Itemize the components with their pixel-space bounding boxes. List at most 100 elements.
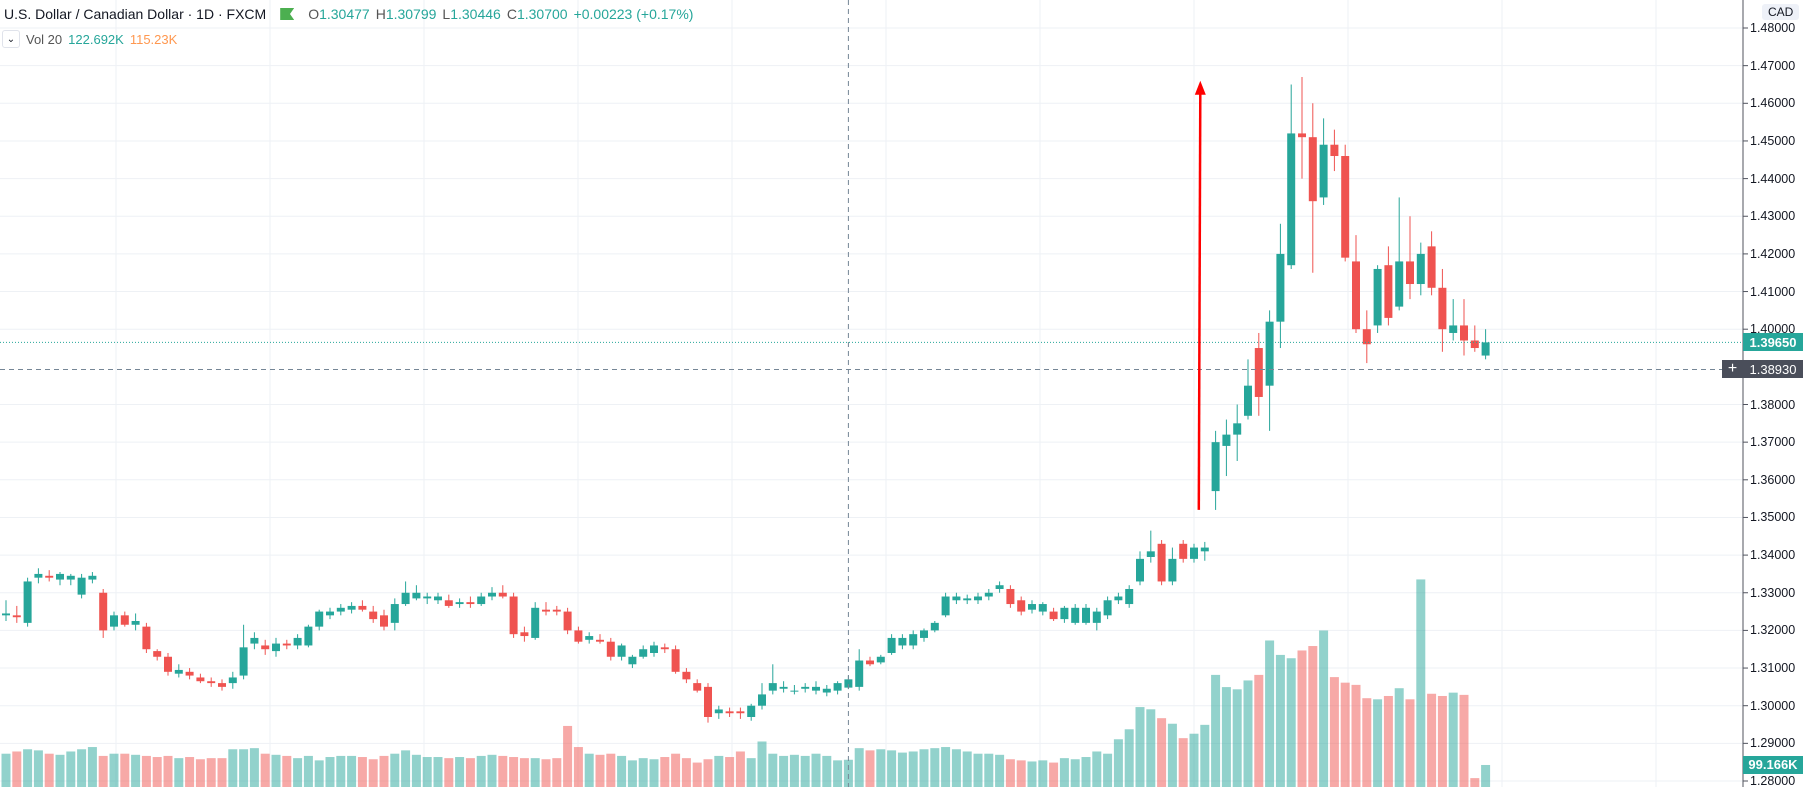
candle-body bbox=[693, 683, 702, 691]
candles bbox=[2, 76, 1490, 723]
volume-bar bbox=[714, 755, 724, 787]
volume-bar bbox=[1405, 699, 1415, 787]
volume-bar bbox=[368, 759, 378, 787]
candle-body bbox=[196, 677, 205, 682]
price-tick-label: 1.29000 bbox=[1750, 736, 1796, 751]
candle-body bbox=[1460, 325, 1468, 341]
volume-bar bbox=[1070, 759, 1080, 787]
candle-body bbox=[1200, 547, 1209, 552]
volume-bar bbox=[347, 755, 357, 787]
volume-value: 122.692K bbox=[68, 31, 124, 47]
volume-bar bbox=[325, 757, 335, 787]
candle-body bbox=[477, 596, 486, 605]
volume-label[interactable]: Vol 20 bbox=[26, 31, 63, 47]
candle-body bbox=[1395, 261, 1404, 307]
candle-body bbox=[866, 660, 874, 665]
price-axis-ticks bbox=[1743, 27, 1748, 782]
candle-body bbox=[326, 611, 334, 616]
arrow-shaft[interactable] bbox=[1197, 92, 1202, 510]
volume-bar bbox=[357, 757, 367, 787]
volume-bar bbox=[735, 751, 745, 787]
volume-bar bbox=[228, 749, 238, 787]
volume-bar bbox=[984, 753, 994, 787]
volume-bar bbox=[195, 759, 205, 787]
low-value: 1.30446 bbox=[450, 6, 501, 22]
candle-body bbox=[639, 649, 648, 657]
price-tick-label: 1.33000 bbox=[1750, 585, 1796, 600]
arrow-annotation[interactable] bbox=[1194, 80, 1206, 510]
price-tick-label: 1.48000 bbox=[1750, 21, 1796, 35]
candle-body bbox=[1222, 434, 1231, 446]
volume-bar bbox=[1437, 695, 1447, 787]
candle-body bbox=[1406, 261, 1414, 285]
candle-body bbox=[347, 605, 356, 610]
candle-body bbox=[952, 596, 961, 601]
volume-bar bbox=[77, 749, 87, 787]
candle-body bbox=[552, 609, 561, 612]
volume-bar bbox=[725, 757, 735, 787]
volume-bar bbox=[455, 757, 465, 787]
volume-bar bbox=[1286, 658, 1296, 787]
volume-bar bbox=[1232, 689, 1242, 787]
volume-bar bbox=[1200, 724, 1210, 787]
high-value: 1.30799 bbox=[385, 6, 437, 22]
volume-bar bbox=[1351, 684, 1361, 787]
volume-bar bbox=[55, 754, 65, 787]
symbol-title[interactable]: U.S. Dollar / Canadian Dollar · 1D · FXC… bbox=[4, 6, 267, 22]
volume-bar bbox=[509, 757, 519, 787]
candle-body bbox=[704, 686, 712, 717]
candle-body bbox=[369, 611, 378, 620]
volume-bar bbox=[206, 758, 216, 787]
candle-body bbox=[1071, 607, 1080, 623]
price-tick-label: 1.41000 bbox=[1750, 284, 1796, 299]
candle-body bbox=[887, 637, 896, 653]
candle-body bbox=[1082, 607, 1090, 623]
volume-bar bbox=[1221, 687, 1231, 787]
crosshair-price-tag: 1.38930 bbox=[1743, 360, 1803, 379]
close-label: C bbox=[506, 6, 517, 22]
candle-body bbox=[218, 683, 226, 687]
chevron-down-icon[interactable]: ⌄ bbox=[2, 30, 20, 48]
volume-bar bbox=[573, 747, 583, 787]
volume-bar bbox=[422, 757, 432, 787]
candle-body bbox=[1298, 133, 1306, 138]
price-tick-label: 1.36000 bbox=[1750, 472, 1796, 487]
price-tick-label: 1.44000 bbox=[1750, 171, 1796, 186]
candle-body bbox=[833, 683, 842, 691]
volume-bar bbox=[638, 758, 648, 787]
candle-body bbox=[488, 592, 496, 597]
price-tick-label: 1.28000 bbox=[1750, 774, 1796, 788]
volume-bar bbox=[98, 755, 108, 787]
volume-bar bbox=[617, 755, 627, 787]
volume-bar bbox=[498, 755, 508, 787]
volume-bar bbox=[1113, 739, 1123, 787]
candle-body bbox=[660, 647, 669, 650]
plus-icon[interactable]: + bbox=[1722, 360, 1743, 379]
candle-body bbox=[45, 575, 54, 578]
volume-bar bbox=[800, 755, 810, 787]
volume-bar bbox=[1005, 759, 1015, 787]
volume-bar bbox=[660, 757, 670, 787]
volume-bar bbox=[1481, 764, 1491, 787]
candle-body bbox=[412, 592, 421, 599]
candle-body bbox=[930, 622, 939, 631]
candle-body bbox=[736, 711, 745, 714]
volume-bar bbox=[595, 754, 605, 787]
arrow-head-icon[interactable] bbox=[1194, 80, 1206, 95]
volume-bar bbox=[1470, 778, 1480, 787]
volume-bar bbox=[1319, 630, 1329, 787]
volume-bar bbox=[1135, 707, 1145, 787]
volume-bar bbox=[541, 759, 551, 787]
volume-bar bbox=[822, 755, 832, 787]
currency-label[interactable]: CAD bbox=[1762, 4, 1800, 20]
volume-bar bbox=[239, 749, 249, 787]
volume-bar bbox=[1211, 674, 1221, 787]
volume-bar bbox=[1243, 680, 1253, 787]
volume-bar bbox=[897, 752, 907, 787]
volume-bar bbox=[1146, 709, 1156, 787]
volume-bar bbox=[1265, 640, 1275, 787]
volume-bar bbox=[703, 759, 713, 787]
volume-bar bbox=[995, 754, 1005, 787]
volume-bar bbox=[789, 754, 799, 787]
